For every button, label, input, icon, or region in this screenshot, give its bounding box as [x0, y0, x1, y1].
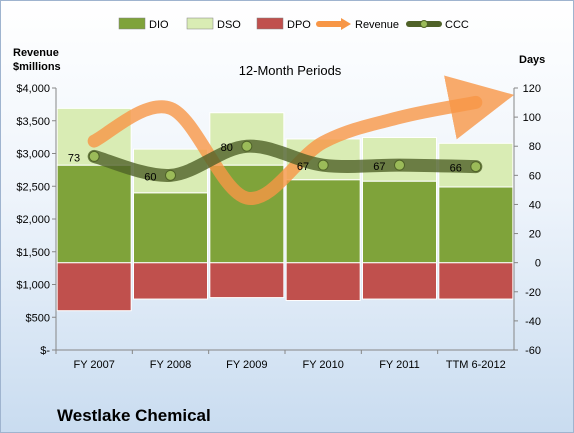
ccc-point [470, 161, 482, 173]
legend-swatch-dso [186, 17, 214, 30]
legend-label-revenue: Revenue [355, 19, 399, 31]
legend-swatch-dio [118, 17, 146, 30]
ccc-point [394, 159, 405, 171]
left-tick-label: $1,000 [16, 280, 50, 292]
dpo-bar [56, 262, 132, 312]
dpo-bar [133, 262, 208, 300]
dpo-bar [362, 262, 437, 300]
left-axis-title-line1: Revenue [13, 47, 59, 59]
legend-label-dso: DSO [217, 19, 241, 31]
ccc-point [241, 140, 253, 152]
dio-bar [285, 179, 361, 264]
right-tick-label: 40 [529, 199, 541, 211]
right-tick-label: -40 [525, 316, 541, 328]
ccc-data-label: 66 [450, 163, 462, 175]
left-tick-label: $3,000 [16, 149, 50, 161]
right-tick-label: -60 [525, 345, 541, 357]
dpo-bar [209, 262, 285, 299]
legend-dot-ccc [420, 20, 428, 28]
ccc-data-label: 67 [373, 161, 385, 173]
ccc-data-label: 73 [68, 152, 80, 164]
left-tick-label: $500 [26, 312, 50, 324]
x-tick-label: FY 2007 [73, 359, 114, 371]
left-tick-label: $4,000 [16, 83, 50, 95]
ccc-point [317, 159, 329, 171]
x-tick-label: FY 2011 [379, 359, 420, 371]
dio-bar [362, 180, 437, 264]
legend-label-ccc: CCC [445, 19, 469, 31]
ccc-data-label: 80 [221, 142, 233, 154]
right-tick-label: 0 [535, 258, 541, 270]
legend-swatch-dpo [256, 17, 284, 30]
left-tick-label: $1,500 [16, 247, 50, 259]
right-axis-title: Days [519, 54, 545, 66]
ccc-point [88, 150, 100, 162]
dio-bar [56, 164, 132, 264]
chart-title: 12-Month Periods [239, 63, 342, 78]
left-tick-label: $- [40, 345, 50, 357]
dpo-bar [285, 262, 361, 302]
right-tick-label: 20 [529, 229, 541, 241]
company-name: Westlake Chemical [57, 406, 211, 425]
ccc-point [165, 169, 176, 181]
right-tick-label: 120 [523, 83, 541, 95]
revenue-line [87, 75, 515, 205]
left-tick-label: $2,500 [16, 181, 50, 193]
legend-arrowhead-revenue [341, 18, 351, 30]
right-tick-label: -20 [525, 287, 541, 299]
legend: DIO DSO DPO Revenue CCC [118, 17, 469, 31]
right-tick-label: 100 [523, 112, 541, 124]
dpo-bar [438, 262, 514, 300]
plot-area: $- $500 $1,000 $1,500 $2,000 $2,500 $3,000 $3,5… [16, 75, 541, 371]
x-tick-label: FY 2009 [226, 359, 267, 371]
dio-bar [438, 186, 514, 264]
ccc-data-label: 67 [297, 161, 309, 173]
legend-label-dpo: DPO [287, 19, 311, 31]
x-tick-label: FY 2008 [150, 359, 191, 371]
left-tick-label: $2,000 [16, 214, 50, 226]
x-tick-label: TTM 6-2012 [446, 359, 506, 371]
right-tick-label: 60 [529, 170, 541, 182]
legend-label-dio: DIO [149, 19, 169, 31]
right-tick-label: 80 [529, 141, 541, 153]
x-tick-label: FY 2010 [302, 359, 343, 371]
dio-bar [133, 192, 208, 264]
left-tick-label: $3,500 [16, 116, 50, 128]
ccc-data-label: 60 [144, 171, 156, 183]
left-axis-title-line2: $millions [13, 61, 61, 73]
